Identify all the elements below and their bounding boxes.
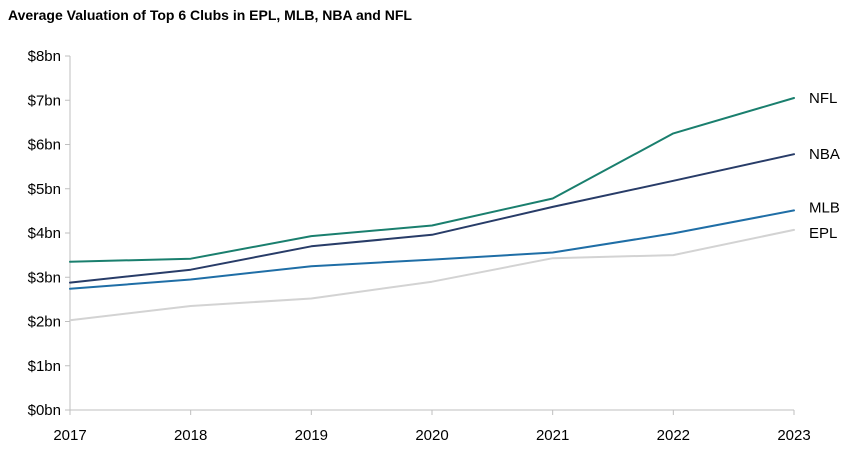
x-tick-label: 2022 (657, 427, 690, 444)
x-tick-label: 2023 (777, 427, 810, 444)
y-tick-label: $0bn (28, 402, 61, 419)
x-tick-label: 2019 (295, 427, 328, 444)
y-tick-label: $6bn (28, 137, 61, 154)
series-label-mlb: MLB (809, 199, 840, 216)
axes: $0bn $1bn $2bn $3bn $4bn $5bn $6bn $7bn $8bn 2017… (28, 48, 811, 444)
y-tick-label: $3bn (28, 269, 61, 286)
series-line-epl (69, 228, 795, 322)
y-tick-label: $2bn (28, 314, 61, 331)
series-label-nfl: NFL (809, 90, 837, 107)
x-tick-label: 2017 (53, 427, 86, 444)
y-tick-label: $7bn (28, 92, 61, 109)
series-labels: NFL NBA MLB EPL (809, 90, 840, 242)
series-line-mlb (69, 209, 795, 290)
x-tick-label: 2018 (174, 427, 207, 444)
series-label-epl: EPL (809, 225, 837, 242)
y-tick-label: $1bn (28, 358, 61, 375)
x-tick-label: 2021 (536, 427, 569, 444)
y-tick-label: $4bn (28, 225, 61, 242)
series-lines (69, 97, 795, 322)
y-tick-label: $5bn (28, 181, 61, 198)
series-line-nfl (69, 97, 795, 263)
x-tick-label: 2020 (415, 427, 448, 444)
y-tick-label: $8bn (28, 48, 61, 65)
series-label-nba: NBA (809, 146, 840, 163)
series-line-nba (69, 153, 795, 284)
chart-title: Average Valuation of Top 6 Clubs in EPL,… (8, 7, 412, 23)
